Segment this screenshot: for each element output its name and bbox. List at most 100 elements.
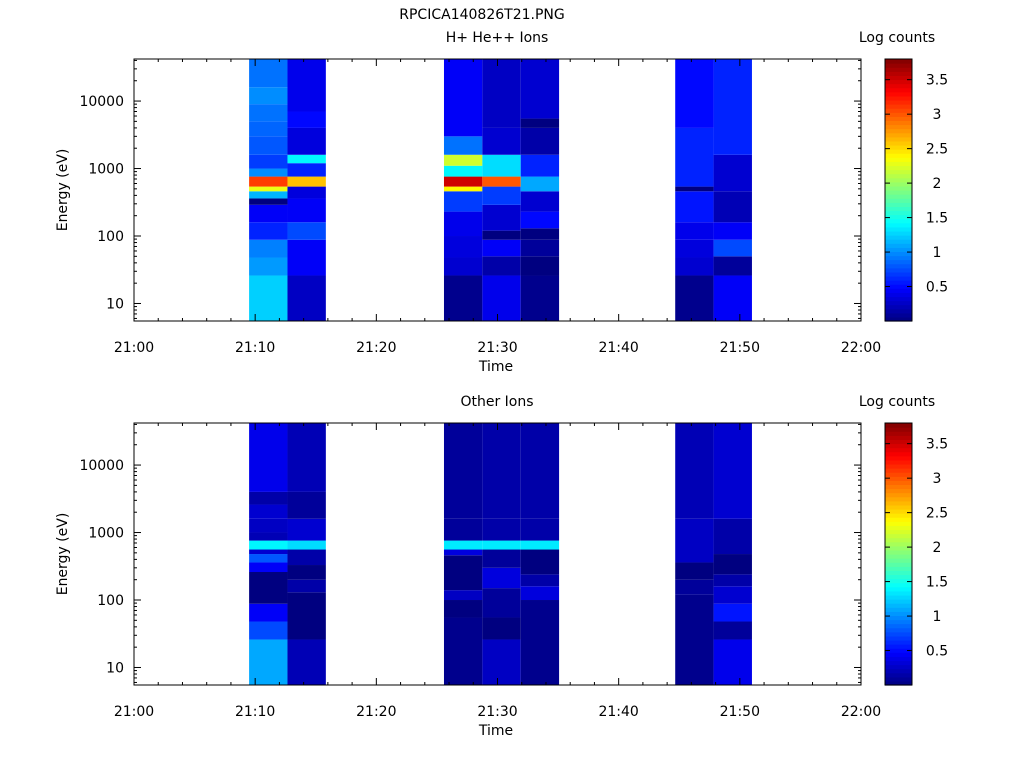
heatmap-cell (287, 127, 326, 155)
heatmap-cell (249, 222, 288, 240)
heatmap-cell (482, 588, 521, 618)
heatmap-cell (287, 423, 326, 492)
colorbar-segment (885, 513, 912, 518)
colorbar-segment (885, 574, 912, 580)
colorbar-segment (885, 190, 912, 195)
colorbar-frame (884, 422, 913, 686)
colorbar-segment (885, 660, 912, 666)
heatmap-cell (482, 127, 521, 155)
colorbar-segment (885, 230, 912, 236)
colorbar-segment (885, 459, 912, 465)
heatmap-cell (520, 275, 560, 321)
heatmap-cell (287, 540, 326, 550)
colorbar-segment (885, 271, 912, 277)
heatmap-cell (482, 275, 521, 321)
colorbar-segment (885, 533, 912, 539)
x-tick-label: 21:30 (477, 704, 517, 720)
colorbar-segment (885, 255, 912, 261)
heatmap-cell (249, 554, 288, 563)
heatmap-cell (443, 540, 483, 550)
heatmap-cell (249, 562, 288, 573)
colorbar-segment (885, 247, 912, 252)
colorbar-segment (885, 656, 912, 662)
heatmap-cell (520, 154, 560, 177)
colorbar-segment (885, 296, 912, 302)
colorbar-segment (885, 124, 912, 130)
colorbar-segment (885, 635, 912, 641)
heatmap-cell (675, 562, 714, 580)
heatmap-cell (443, 154, 483, 166)
colorbar-segment (885, 235, 912, 240)
colorbar-segment (885, 181, 912, 187)
heatmap-cell (520, 549, 560, 575)
colorbar-segment (885, 120, 912, 126)
panel-title: H+ He++ Ions (446, 30, 549, 46)
heatmap-cell (249, 518, 288, 533)
colorbar-segment (885, 194, 912, 199)
colorbar-segment (885, 447, 912, 453)
heatmap-cell (520, 118, 560, 128)
x-tick-label: 22:00 (841, 340, 881, 356)
colorbar-segment (885, 427, 912, 432)
colorbar-segment (885, 623, 912, 629)
colorbar-segment (885, 165, 912, 171)
heatmap-cell (443, 236, 483, 258)
heatmap-cell (443, 600, 483, 618)
x-tick-label: 21:00 (114, 340, 154, 356)
colorbar-segment (885, 500, 912, 506)
heatmap-cell (287, 565, 326, 580)
colorbar-segment (885, 308, 912, 314)
colorbar-segment (885, 63, 912, 68)
heatmap-cell (287, 639, 326, 685)
colorbar-segment (885, 153, 912, 158)
heatmap-cell (713, 423, 752, 519)
colorbar-segment (885, 202, 912, 207)
x-tick-label: 21:40 (598, 340, 638, 356)
heatmap-cell (287, 275, 326, 321)
x-tick-label: 21:20 (356, 704, 396, 720)
heatmap-cell (520, 176, 560, 192)
colorbar-segment (885, 149, 912, 154)
heatmap-cell (443, 176, 483, 187)
heatmap-cell (249, 504, 288, 519)
colorbar-segment (885, 91, 912, 97)
colorbar-segment (885, 525, 912, 531)
heatmap-cell (520, 211, 560, 229)
heatmap-cell (713, 256, 752, 276)
colorbar-label: Log counts (859, 394, 935, 410)
heatmap-cell (249, 136, 288, 155)
colorbar-tick-label: 3 (933, 471, 942, 487)
heatmap-cell (482, 549, 521, 568)
heatmap-cell (675, 222, 714, 240)
heatmap-cell (443, 257, 483, 276)
heatmap-cell (249, 549, 288, 555)
colorbar-segment (885, 562, 912, 567)
heatmap-cell (287, 198, 326, 223)
colorbar-segment (885, 87, 912, 93)
colorbar-segment (885, 157, 912, 162)
heatmap-cell (287, 59, 326, 112)
heatmap-cell (713, 222, 752, 240)
heatmap-cell (675, 579, 714, 595)
heatmap-cell (482, 256, 521, 276)
heatmap-cell (482, 518, 521, 541)
colorbar-segment (885, 631, 912, 637)
heatmap-cell (520, 423, 560, 519)
x-tick-label: 21:10 (235, 704, 275, 720)
colorbar-segment (885, 173, 912, 179)
colorbar-segment (885, 136, 912, 142)
colorbar-segment (885, 480, 912, 485)
heatmap-cell (249, 639, 288, 685)
x-tick-label: 21:50 (720, 340, 760, 356)
panel-h-he-ions: H+ He++ Ions Log counts Energy (eV) Time… (55, 30, 948, 375)
colorbar-segment (885, 251, 912, 257)
colorbar-tick-label: 2.5 (926, 506, 948, 522)
heatmap-cell (713, 621, 752, 640)
heatmap-cell (249, 198, 288, 205)
heatmap-cell (443, 590, 483, 601)
heatmap-cell (713, 639, 752, 685)
colorbar-segment (885, 639, 912, 645)
colorbar-segment (885, 664, 912, 670)
colorbar-segment (885, 300, 912, 306)
